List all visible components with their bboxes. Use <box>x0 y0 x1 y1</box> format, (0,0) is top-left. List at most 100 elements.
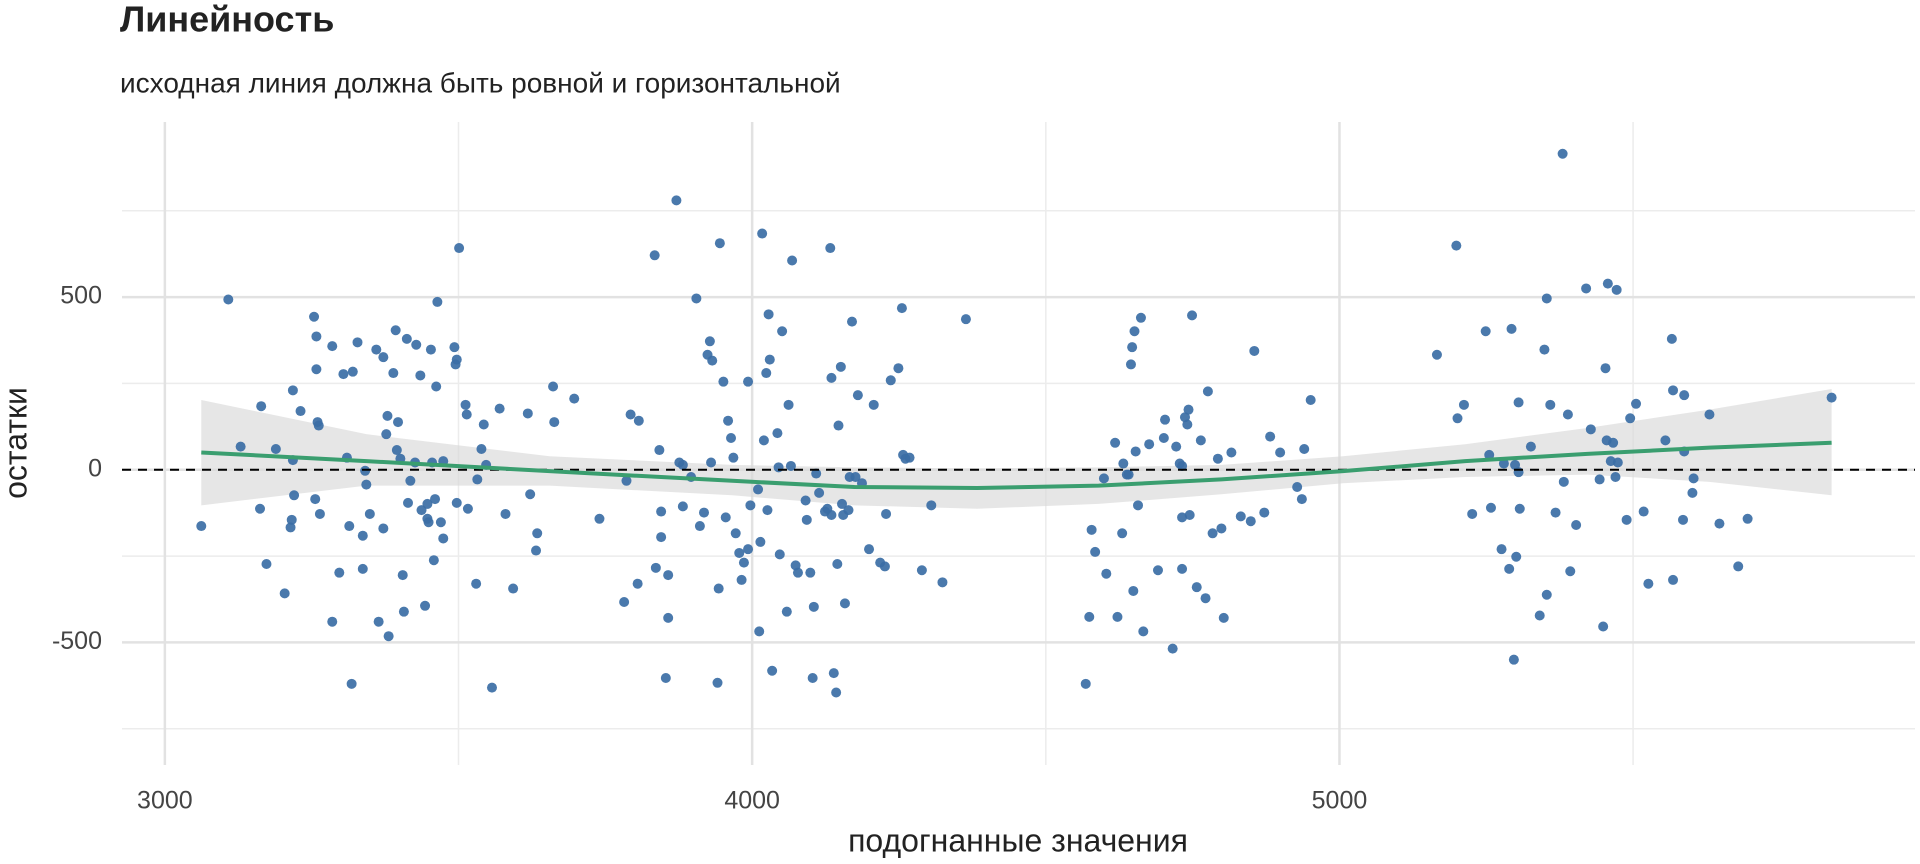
point <box>879 561 890 572</box>
point <box>1125 359 1136 370</box>
point <box>310 494 321 505</box>
point <box>1562 409 1573 420</box>
point <box>660 672 671 683</box>
point <box>311 364 322 375</box>
y-tick-label: 500 <box>60 282 102 310</box>
point <box>462 503 473 514</box>
point <box>1638 506 1649 517</box>
point <box>1557 148 1568 159</box>
point <box>833 420 844 431</box>
point <box>401 333 412 344</box>
point <box>706 457 717 468</box>
point <box>852 390 863 401</box>
point <box>1299 444 1310 455</box>
point <box>1118 458 1129 469</box>
point <box>416 505 427 516</box>
point <box>881 508 892 519</box>
point <box>828 668 839 679</box>
point <box>785 460 796 471</box>
point <box>428 555 439 566</box>
point <box>1511 551 1522 562</box>
point <box>548 381 559 392</box>
point <box>754 626 765 637</box>
point <box>1660 435 1671 446</box>
point <box>960 314 971 325</box>
point <box>431 381 442 392</box>
point <box>1129 326 1140 337</box>
point <box>1600 363 1611 374</box>
point <box>801 514 812 525</box>
point <box>1733 561 1744 572</box>
point <box>522 408 533 419</box>
point <box>1218 612 1229 623</box>
point <box>270 444 281 455</box>
point <box>734 547 745 558</box>
y-tick-label: 0 <box>88 454 102 482</box>
point <box>767 665 778 676</box>
point <box>1558 476 1569 487</box>
point <box>435 517 446 528</box>
point <box>430 494 441 505</box>
point <box>1259 507 1270 518</box>
point <box>677 459 688 470</box>
point <box>454 243 465 254</box>
point <box>1187 310 1198 321</box>
point <box>896 303 907 314</box>
point <box>745 500 756 511</box>
point <box>461 409 472 420</box>
point <box>1235 511 1246 522</box>
point <box>364 508 375 519</box>
point <box>476 444 487 455</box>
point <box>1679 390 1690 401</box>
point <box>338 369 349 380</box>
point <box>730 528 741 539</box>
point <box>334 567 345 578</box>
point <box>472 474 483 485</box>
point <box>707 355 718 366</box>
point <box>805 567 816 578</box>
point <box>1112 611 1123 622</box>
point <box>792 567 803 578</box>
point <box>1610 471 1621 482</box>
point <box>1541 589 1552 600</box>
point <box>826 372 837 383</box>
point <box>378 352 389 363</box>
point <box>405 475 416 486</box>
point <box>764 354 775 365</box>
point <box>800 495 811 506</box>
point <box>357 563 368 574</box>
point <box>1565 566 1576 577</box>
point <box>1265 431 1276 442</box>
point <box>391 445 402 456</box>
point <box>327 341 338 352</box>
point <box>736 574 747 585</box>
point <box>1687 487 1698 498</box>
point <box>1550 507 1561 518</box>
point <box>223 294 234 305</box>
point <box>1452 413 1463 424</box>
point <box>420 600 431 611</box>
point <box>1458 399 1469 410</box>
point <box>289 490 300 501</box>
point <box>743 544 754 555</box>
point <box>1167 643 1178 654</box>
point <box>1826 392 1837 403</box>
point <box>1101 568 1112 579</box>
point <box>1678 514 1689 525</box>
point <box>398 606 409 617</box>
point <box>1643 578 1654 589</box>
point <box>286 514 297 525</box>
point <box>839 598 850 609</box>
point <box>868 399 879 410</box>
point <box>1506 323 1517 334</box>
point <box>1275 447 1286 458</box>
chart-title: Линейность <box>120 0 334 40</box>
point <box>1216 523 1227 534</box>
x-axis-title: подогнанные значения <box>848 822 1188 858</box>
y-tick-label: -500 <box>52 627 102 655</box>
point <box>671 195 682 206</box>
point <box>1202 386 1213 397</box>
point <box>712 677 723 688</box>
point <box>753 484 764 495</box>
